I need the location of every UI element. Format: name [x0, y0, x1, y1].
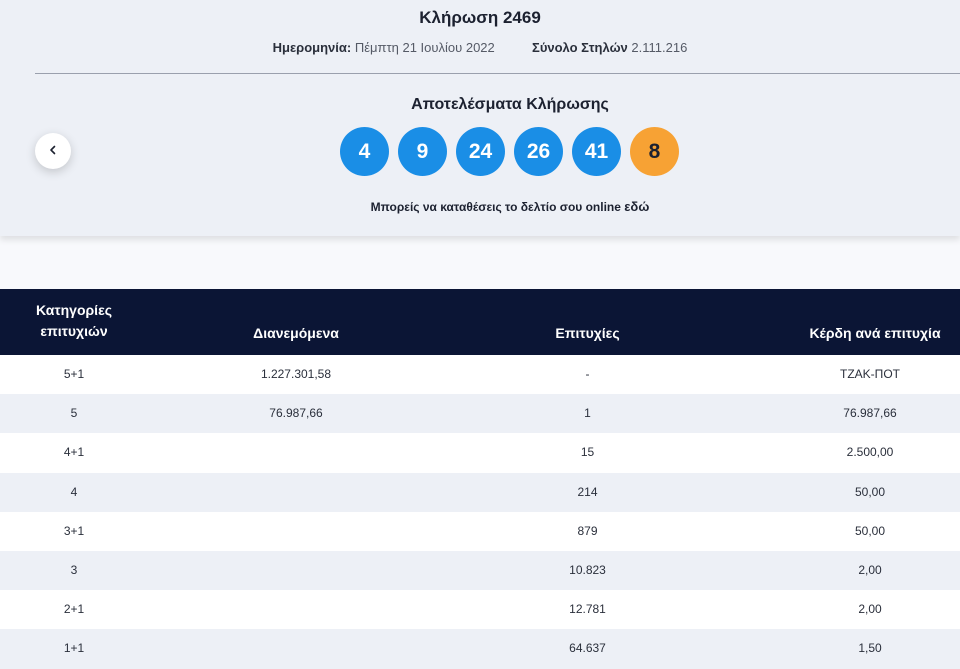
header-distributed: Διανεμόμενα: [253, 325, 339, 341]
online-text: Μπορείς να καταθέσεις το δελτίο σου onli…: [370, 200, 621, 214]
category-cell: 1+1: [63, 641, 85, 656]
online-link[interactable]: εδώ: [624, 199, 650, 214]
winners-cell: 12.781: [569, 602, 606, 617]
results-title: Αποτελέσματα Κλήρωσης: [411, 96, 609, 113]
number-ball: 26: [514, 127, 563, 176]
online-note: Μπορείς να καταθέσεις το δελτίο σου onli…: [0, 199, 960, 214]
number-ball: 9: [398, 127, 447, 176]
winners-cell: 214: [577, 484, 598, 499]
category-cell: 4+1: [63, 445, 85, 460]
winning-numbers: 4 9 24 26 41 8: [340, 127, 679, 177]
category-cell: 3: [70, 562, 78, 577]
number-ball: 41: [572, 127, 621, 176]
table-row: 1+1 64.637 1,50: [0, 629, 960, 669]
prize-cell: 50,00: [854, 523, 886, 538]
columns-value: 2.111.216: [631, 40, 688, 55]
table-body: 5+1 1.227.301,58 - ΤΖΑΚ-ΠΟΤ 5 76.987,66 …: [0, 355, 960, 669]
winners-cell: 879: [577, 523, 598, 538]
date-label: Ημερομηνία:: [272, 40, 352, 55]
divider: [35, 73, 960, 74]
columns-label: Σύνολο Στηλών: [532, 40, 628, 55]
table-header: Κατηγορίες επιτυχιών Διανεμόμενα Επιτυχί…: [0, 289, 960, 355]
distributed-cell: 76.987,66: [269, 406, 323, 421]
prize-cell: 2,00: [858, 562, 882, 577]
bonus-ball: 8: [630, 127, 679, 176]
table-row: 4+1 15 2.500,00: [0, 433, 960, 473]
category-cell: 3+1: [63, 523, 85, 538]
table-row: 2+1 12.781 2,00: [0, 590, 960, 630]
prize-cell: 2,00: [858, 602, 882, 617]
distributed-cell: 1.227.301,58: [260, 367, 332, 381]
table-row: 5 76.987,66 1 76.987,66: [0, 394, 960, 434]
prize-cell: 1,50: [858, 641, 882, 656]
category-cell: 5: [70, 406, 78, 421]
table-row: 4 214 50,00: [0, 472, 960, 512]
draw-title: Κλήρωση 2469: [419, 8, 541, 27]
table-row: 3+1 879 50,00: [0, 511, 960, 551]
category-cell: 4: [70, 484, 78, 499]
table-row: 3 10.823 2,00: [0, 550, 960, 591]
draw-meta: Ημερομηνία: Πέμπτη 21 Ιουλίου 2022 Σύνολ…: [0, 40, 960, 55]
date-value: Πέμπτη 21 Ιουλίου 2022: [354, 40, 495, 55]
winners-cell: 10.823: [569, 562, 606, 577]
number-ball: 4: [340, 127, 389, 176]
prize-cell: 76.987,66: [843, 406, 897, 421]
header-categories: Κατηγορίες επιτυχιών: [35, 302, 112, 339]
winners-cell: 15: [580, 445, 595, 460]
draw-summary-panel: Κλήρωση 2469 Ημερομηνία: Πέμπτη 21 Ιουλί…: [0, 0, 960, 236]
table-row: 5+1 1.227.301,58 - ΤΖΑΚ-ΠΟΤ: [0, 355, 960, 395]
number-ball: 24: [456, 127, 505, 176]
winners-cell: -: [585, 367, 590, 381]
header-winners: Επιτυχίες: [555, 325, 620, 341]
previous-draw-button[interactable]: [35, 133, 71, 169]
header-prize-per-winner: Κέρδη ανά επιτυχία: [809, 325, 941, 341]
prize-cell: ΤΖΑΚ-ΠΟΤ: [840, 367, 900, 381]
category-cell: 2+1: [63, 602, 85, 617]
winners-cell: 1: [584, 406, 591, 421]
chevron-left-icon: [48, 142, 58, 160]
prize-cell: 50,00: [854, 484, 886, 499]
category-cell: 5+1: [63, 367, 85, 381]
winners-cell: 64.637: [569, 641, 606, 656]
prize-cell: 2.500,00: [846, 445, 894, 460]
